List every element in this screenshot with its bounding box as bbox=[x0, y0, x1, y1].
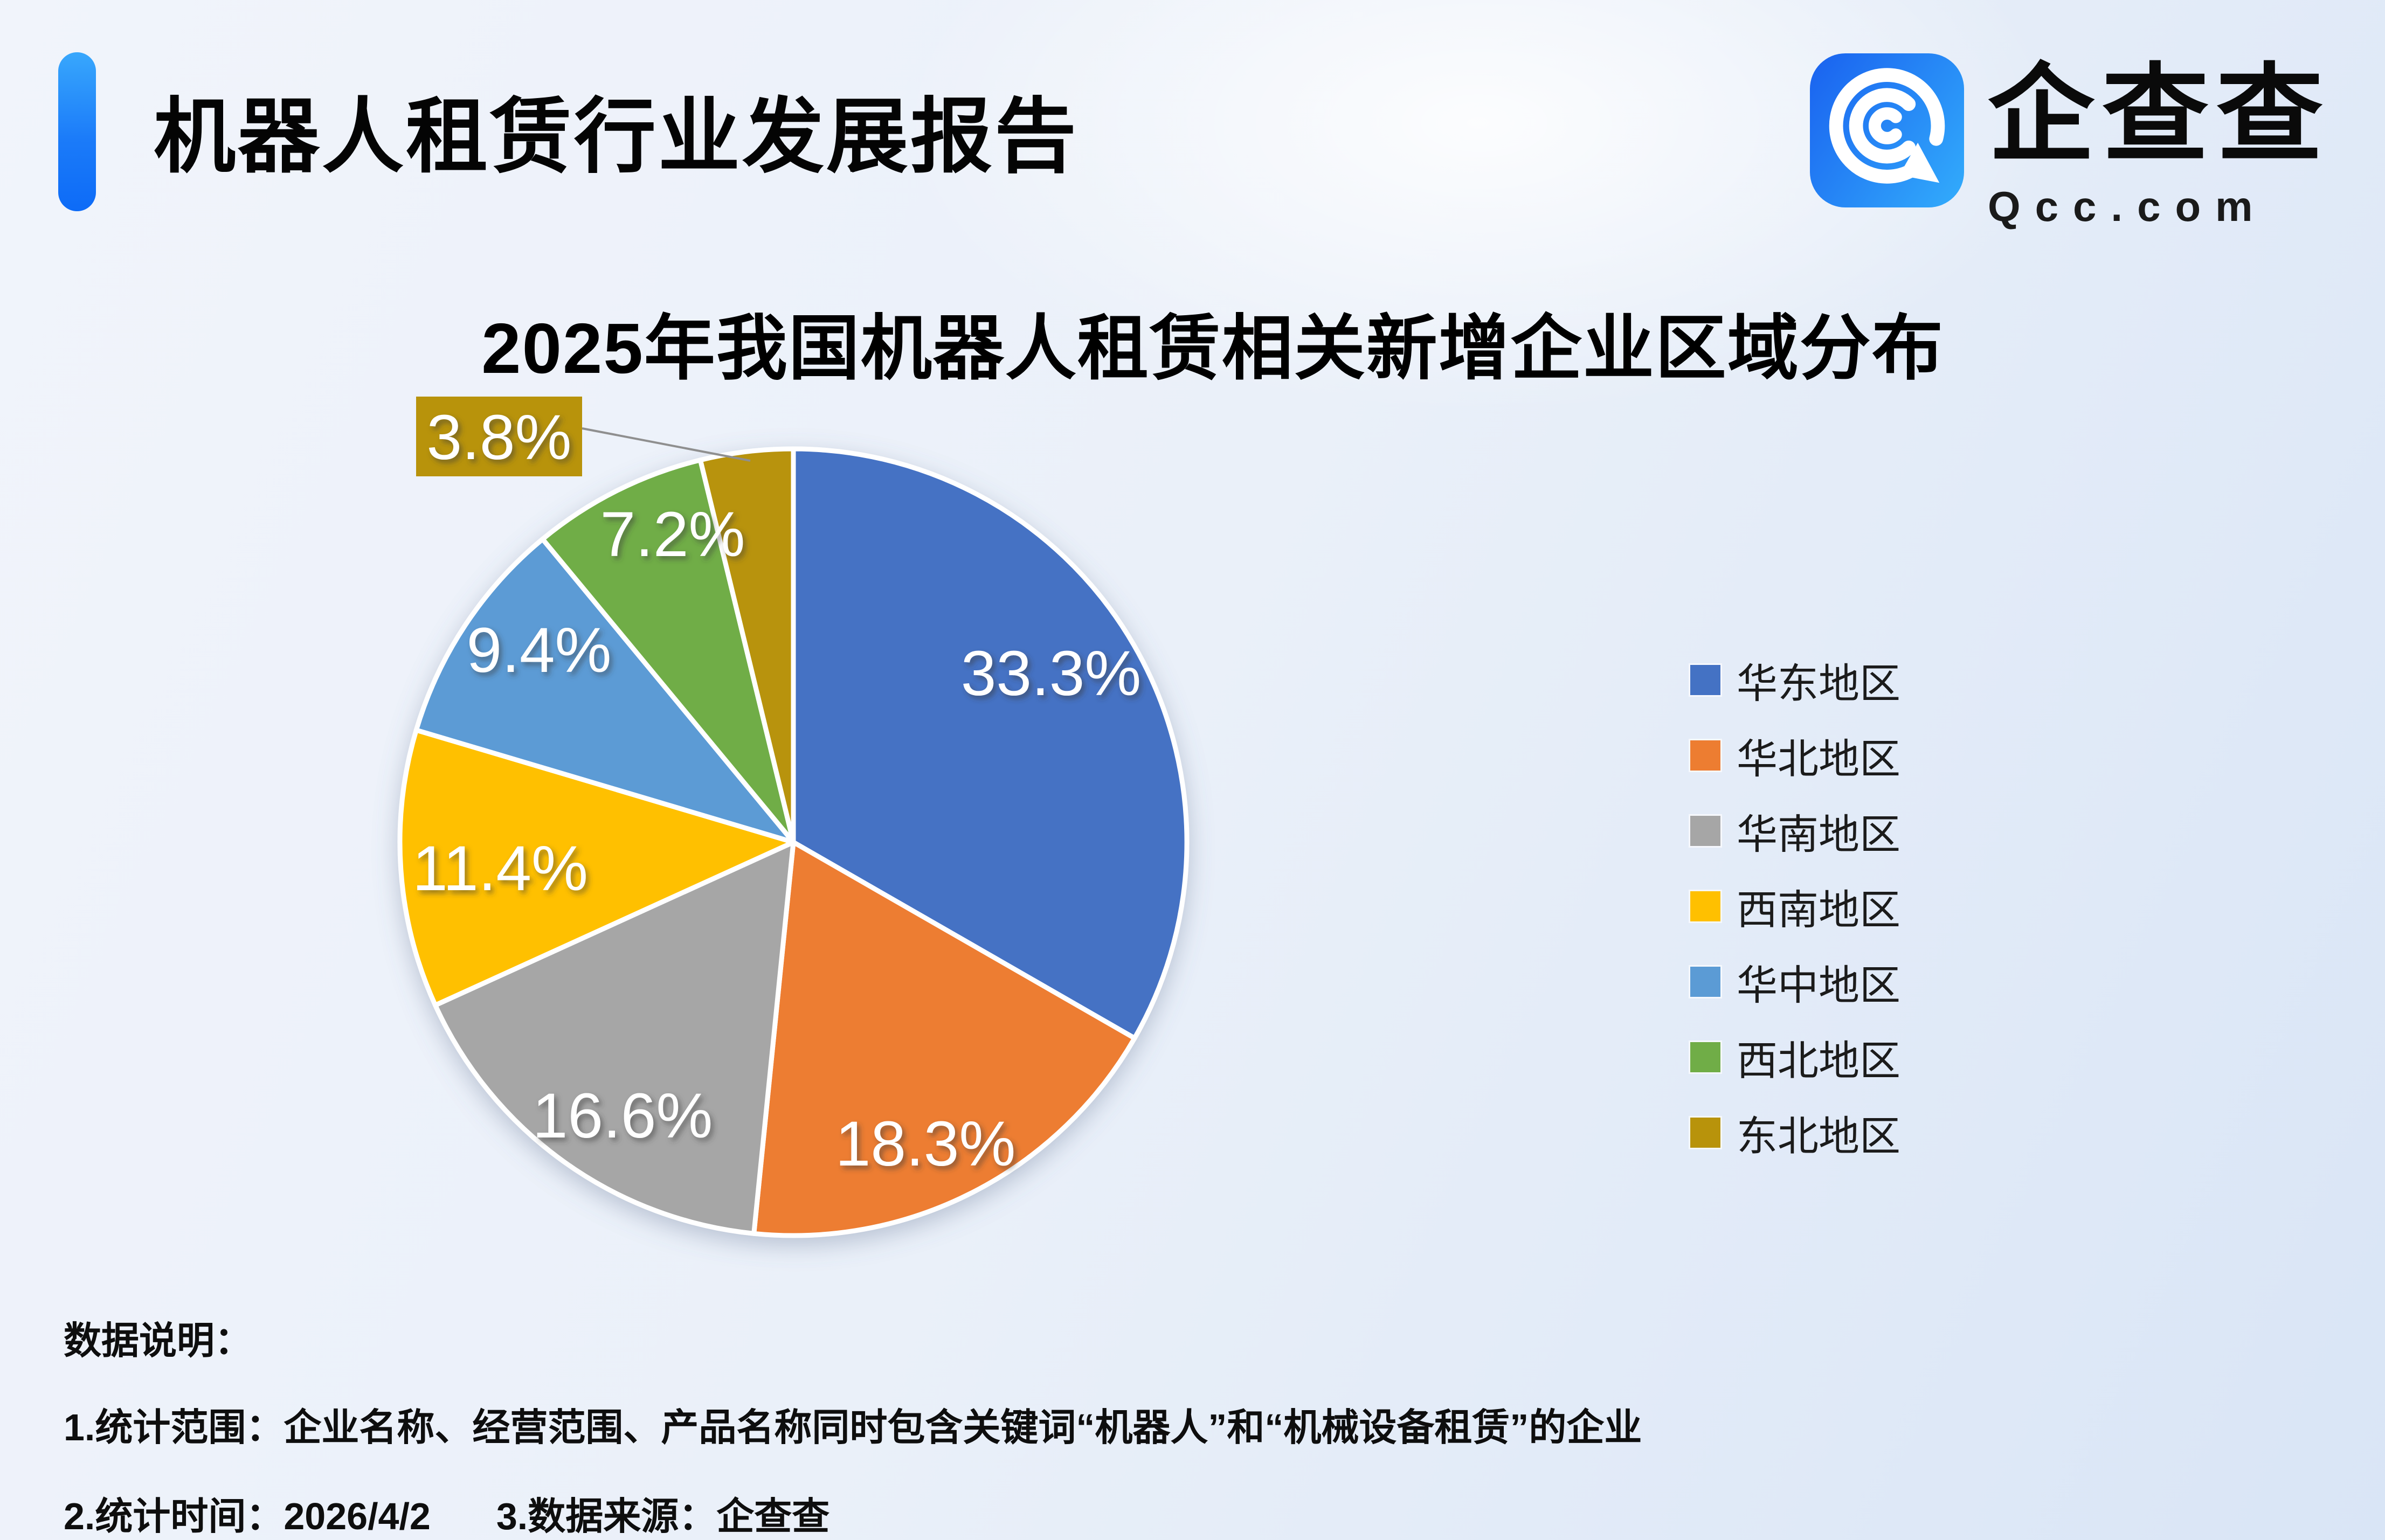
callout-box bbox=[416, 397, 582, 476]
qcc-logo-icon bbox=[1810, 53, 1964, 207]
pie-slice-6 bbox=[540, 457, 796, 845]
legend-marker bbox=[1690, 816, 1720, 846]
pie-slice-1 bbox=[791, 446, 1190, 1041]
legend-item: 华东地区 bbox=[1690, 642, 1900, 718]
legend-item: 华南地区 bbox=[1690, 793, 1900, 869]
pie-slice-2 bbox=[751, 840, 1137, 1238]
legend-item: 华中地区 bbox=[1690, 944, 1900, 1019]
legend-marker bbox=[1690, 1042, 1720, 1072]
footer-line-2: 2.统计时间：2026/4/2 3.数据来源：企查查 bbox=[64, 1486, 2327, 1540]
legend-marker bbox=[1690, 740, 1720, 771]
pie-label: 18.3% bbox=[835, 1108, 1016, 1180]
pie-label: 7.2% bbox=[600, 499, 745, 570]
legend-label: 华中地区 bbox=[1737, 963, 1900, 1009]
legend-marker bbox=[1690, 891, 1720, 921]
footer-note-2: 2.统计时间：2026/4/2 bbox=[64, 1495, 431, 1537]
qcc-logo: 企查查 Qcc.com bbox=[1810, 52, 2331, 231]
callout-leader-line bbox=[582, 427, 751, 462]
chart-legend: 华东地区华北地区华南地区西南地区华中地区西北地区东北地区 bbox=[1690, 642, 1900, 1170]
legend-label: 东北地区 bbox=[1737, 1114, 1900, 1160]
pie-slice-4 bbox=[397, 727, 796, 1008]
pie-slice-3 bbox=[433, 840, 796, 1236]
title-accent-bar bbox=[58, 52, 96, 211]
callout-label: 3.8% bbox=[427, 402, 572, 473]
footer-note-1: 1.统计范围：企业名称、经营范围、产品名称同时包含关键词“机器人”和“机械设备租… bbox=[64, 1406, 1642, 1448]
logo-name: 企查查 bbox=[1988, 55, 2331, 174]
legend-item: 西北地区 bbox=[1690, 1019, 1900, 1095]
legend-label: 华东地区 bbox=[1737, 661, 1900, 707]
legend-item: 华北地区 bbox=[1690, 718, 1900, 793]
legend-item: 西南地区 bbox=[1690, 869, 1900, 944]
pie-slice-7 bbox=[697, 446, 796, 845]
legend-label: 华北地区 bbox=[1737, 737, 1900, 782]
legend-marker bbox=[1690, 967, 1720, 997]
footer-heading: 数据说明： bbox=[64, 1320, 252, 1362]
legend-label: 西南地区 bbox=[1737, 887, 1900, 933]
logo-domain: Qcc.com bbox=[1988, 182, 2268, 230]
legend-label: 西北地区 bbox=[1737, 1038, 1900, 1084]
legend-item: 东北地区 bbox=[1690, 1095, 1900, 1170]
pie-label: 16.6% bbox=[533, 1080, 713, 1151]
legend-marker bbox=[1690, 665, 1720, 695]
pie-label: 9.4% bbox=[467, 615, 612, 686]
pie-slice-5 bbox=[413, 537, 796, 845]
footer-note-3: 3.数据来源：企查查 bbox=[496, 1495, 830, 1537]
footer-notes: 数据说明： 1.统计范围：企业名称、经营范围、产品名称同时包含关键词“机器人”和… bbox=[64, 1310, 2327, 1540]
pie-label: 33.3% bbox=[961, 638, 1142, 709]
chart-title: 2025年我国机器人租赁相关新增企业区域分布 bbox=[481, 309, 1944, 388]
pie-label: 11.4% bbox=[412, 833, 588, 904]
legend-marker bbox=[1690, 1118, 1720, 1148]
legend-label: 华南地区 bbox=[1737, 812, 1900, 858]
report-title: 机器人租赁行业发展报告 bbox=[154, 91, 1079, 183]
